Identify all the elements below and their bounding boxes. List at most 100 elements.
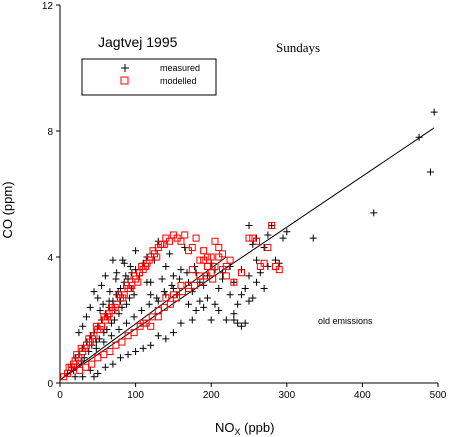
modelled-point — [200, 256, 208, 264]
measured-point — [113, 269, 121, 277]
modelled-point — [260, 259, 268, 267]
measured-point — [79, 373, 87, 381]
legend-box — [81, 58, 217, 96]
y-tick-label: 12 — [42, 1, 54, 12]
measured-point — [96, 307, 104, 315]
chart-title: Jagtvej 1995 — [98, 34, 178, 50]
modelled-point — [130, 272, 138, 280]
measured-point — [234, 300, 242, 308]
measured-point — [185, 300, 193, 308]
modelled-point — [169, 291, 177, 299]
measured-point — [169, 285, 177, 292]
y-tick-label: 8 — [47, 127, 53, 138]
measured-point — [188, 316, 196, 324]
modelled-point — [134, 278, 142, 286]
modelled-point — [145, 256, 153, 264]
measured-point — [260, 244, 268, 252]
measured-point — [230, 278, 238, 286]
measured-point — [207, 316, 215, 324]
measured-point — [370, 209, 378, 217]
measured-point — [106, 288, 114, 296]
modelled-point — [211, 262, 219, 270]
measured-point — [211, 300, 219, 308]
measured-point — [256, 269, 264, 277]
measured-point — [115, 325, 123, 333]
modelled-point — [188, 244, 196, 252]
measured-point — [253, 256, 261, 264]
x-tick-label: 300 — [278, 390, 295, 401]
measured-point — [169, 329, 177, 337]
modelled-point — [107, 303, 115, 311]
modelled-point — [94, 354, 102, 362]
measured-point — [268, 222, 276, 229]
measured-point — [101, 272, 109, 280]
measured-point — [241, 285, 249, 292]
x-tick-label: 400 — [354, 390, 371, 401]
modelled-point — [154, 313, 162, 321]
measured-point — [99, 300, 107, 308]
x-tick-label: 100 — [127, 390, 144, 401]
measured-point — [264, 231, 272, 239]
modelled-point — [141, 262, 149, 270]
measured-point — [222, 316, 230, 324]
modelled-point — [104, 313, 112, 321]
modelled-point — [149, 247, 157, 255]
measured-point — [309, 234, 317, 242]
measured-point — [241, 319, 249, 327]
modelled-point — [196, 256, 204, 264]
legend-measured-marker — [121, 64, 129, 72]
measured-point — [110, 316, 118, 324]
modelled-point — [253, 237, 261, 245]
measured-point — [132, 348, 140, 355]
measured-point — [154, 297, 162, 305]
measured-point — [71, 373, 79, 381]
modelled-point — [226, 256, 234, 264]
measured-point — [226, 291, 234, 299]
modelled-point — [245, 234, 253, 242]
modelled-point — [203, 262, 211, 270]
measured-point — [154, 332, 162, 340]
modelled-point — [211, 237, 219, 245]
modelled-point — [77, 344, 85, 352]
measured-point — [215, 307, 223, 315]
measured-point — [166, 250, 174, 258]
measured-point — [426, 168, 434, 176]
modelled-point — [268, 222, 276, 229]
modelled-point — [138, 262, 146, 270]
modelled-point — [88, 360, 96, 368]
fit-line — [63, 256, 227, 378]
measured-point — [175, 275, 183, 283]
chart-subtitle: Sundays — [276, 40, 320, 55]
modelled-point — [157, 240, 165, 248]
modelled-point — [100, 351, 108, 359]
measured-point — [147, 291, 155, 299]
y-axis-ticks: 0 4 8 12 — [42, 1, 60, 390]
measured-point — [132, 247, 140, 255]
x-tick-label: 0 — [57, 390, 63, 401]
measured-point — [109, 256, 117, 264]
x-axis-label-subscript: X — [235, 427, 241, 437]
measured-point — [430, 108, 438, 116]
measured-point — [249, 294, 257, 302]
modelled-point — [119, 294, 127, 302]
modelled-point — [153, 253, 161, 261]
modelled-point — [139, 319, 147, 327]
measured-point — [122, 272, 130, 280]
fit-line — [59, 127, 435, 381]
modelled-point — [82, 363, 90, 371]
measured-point — [215, 285, 223, 292]
modelled-point — [76, 366, 84, 374]
modelled-point — [188, 266, 196, 274]
modelled-point — [112, 341, 120, 349]
measured-point — [123, 300, 131, 308]
measured-point — [116, 354, 124, 362]
measured-point — [196, 297, 204, 305]
series-measured — [64, 108, 438, 381]
measured-point — [130, 313, 138, 321]
measured-point — [271, 256, 279, 264]
measured-point — [160, 288, 168, 296]
measured-point — [143, 278, 151, 286]
measured-point — [112, 275, 120, 283]
measured-point — [230, 310, 238, 318]
measured-point — [147, 341, 155, 349]
